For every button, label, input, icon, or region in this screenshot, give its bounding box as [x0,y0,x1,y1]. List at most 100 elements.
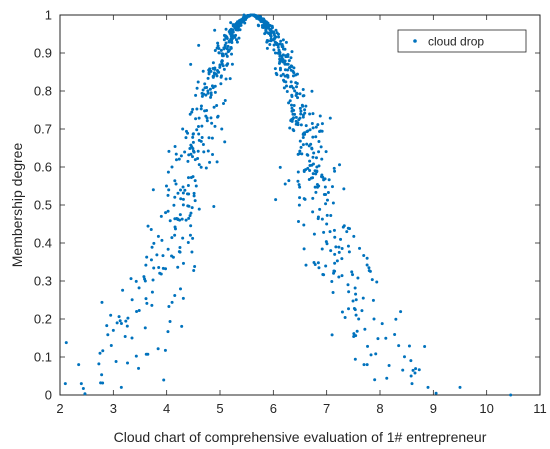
cloud-drop-point [156,347,160,351]
cloud-drop-point [342,187,346,191]
cloud-drop-point [135,309,139,313]
cloud-drop-point [192,194,196,198]
cloud-drop-point [372,317,376,321]
cloud-drop-point [301,87,305,91]
cloud-drop-point [423,345,427,348]
cloud-drop-point [200,94,204,98]
cloud-drop-point [118,319,122,323]
cloud-drop-point [194,93,198,97]
cloud-drop-point [286,68,290,72]
cloud-drop-point [351,299,355,303]
y-tick-label: 0.7 [34,122,52,137]
x-tick-label: 10 [479,401,493,416]
cloud-drop-point [311,135,315,139]
cloud-drop-point [191,135,195,139]
cloud-drop-point [356,276,360,280]
cloud-drop-point [237,36,241,40]
cloud-drop-point [278,66,282,70]
cloud-drop-point [197,116,201,120]
cloud-drop-point [162,378,166,382]
cloud-drop-point [361,296,365,300]
cloud-drop-point [178,287,182,291]
cloud-drop-point [241,17,245,21]
cloud-drop-point [324,202,328,206]
cloud-drop-point [304,124,308,128]
cloud-drop-point [351,273,355,277]
x-tick-label: 11 [533,401,547,416]
cloud-drop-point [208,160,212,164]
cloud-drop-point [312,232,316,236]
cloud-drop-point [333,235,337,239]
cloud-drop-point [324,264,328,268]
cloud-drop-point [173,293,177,297]
cloud-drop-point [273,51,277,55]
cloud-drop-point [195,86,199,90]
cloud-drop-point [176,265,180,269]
cloud-drop-point [322,178,326,182]
cloud-drop-point [283,68,287,72]
cloud-drop-point [224,52,228,56]
cloud-drop-point [330,280,334,284]
cloud-drop-point [192,268,196,272]
cloud-drop-point [212,205,216,208]
cloud-drop-point [411,368,415,372]
cloud-drop-point [173,144,177,148]
cloud-drop-point [192,191,196,195]
cloud-drop-point [333,169,337,173]
cloud-drop-point [397,344,401,348]
cloud-drop-point [310,121,314,125]
cloud-drop-point [321,175,325,179]
cloud-drop-point [234,25,238,29]
cloud-drop-point [143,326,147,330]
cloud-drop-point [308,112,312,116]
cloud-drop-point [186,159,190,163]
cloud-drop-point [115,321,119,325]
cloud-drop-point [305,142,309,146]
cloud-drop-point [321,273,325,277]
cloud-drop-point [310,163,314,167]
cloud-drop-point [317,139,321,143]
cloud-drop-point [231,34,235,38]
cloud-drop-point [205,116,209,120]
cloud-drop-point [164,211,168,215]
cloud-drop-point [111,328,115,332]
cloud-drop-point [354,313,358,317]
cloud-drop-point [130,336,134,340]
cloud-drop-point [215,69,219,73]
cloud-drop-point [109,344,113,348]
cloud-drop-point [261,17,265,21]
cloud-drop-point [213,84,217,88]
cloud-drop-point [304,104,308,108]
cloud-drop-point [324,240,328,244]
cloud-drop-point [63,382,67,386]
cloud-drop-points [63,13,513,397]
cloud-drop-point [205,119,209,123]
cloud-drop-point [314,172,318,176]
y-tick-label: 0.2 [34,312,52,327]
cloud-drop-point [179,188,183,192]
cloud-drop-point [191,146,195,150]
cloud-drop-point [207,68,211,72]
cloud-drop-point [223,45,227,49]
cloud-drop-point [178,213,182,217]
cloud-drop-point [339,237,343,241]
cloud-drop-point [316,123,320,127]
cloud-drop-point [293,89,297,93]
cloud-drop-point [362,363,366,367]
cloud-drop-point [176,191,180,195]
cloud-drop-point [281,47,285,51]
cloud-drop-point [281,72,285,76]
cloud-drop-point [296,179,300,183]
cloud-drop-point [234,22,238,26]
cloud-drop-point [191,236,195,240]
cloud-drop-point [188,147,192,151]
cloud-drop-point [288,99,292,103]
cloud-drop-point [376,337,380,341]
legend-label: cloud drop [428,35,484,49]
cloud-drop-point [224,34,228,38]
cloud-drop-point [170,300,174,304]
cloud-drop-point [345,230,349,234]
cloud-drop-point [174,182,178,186]
cloud-drop-point [229,27,233,31]
cloud-drop-point [194,117,198,121]
